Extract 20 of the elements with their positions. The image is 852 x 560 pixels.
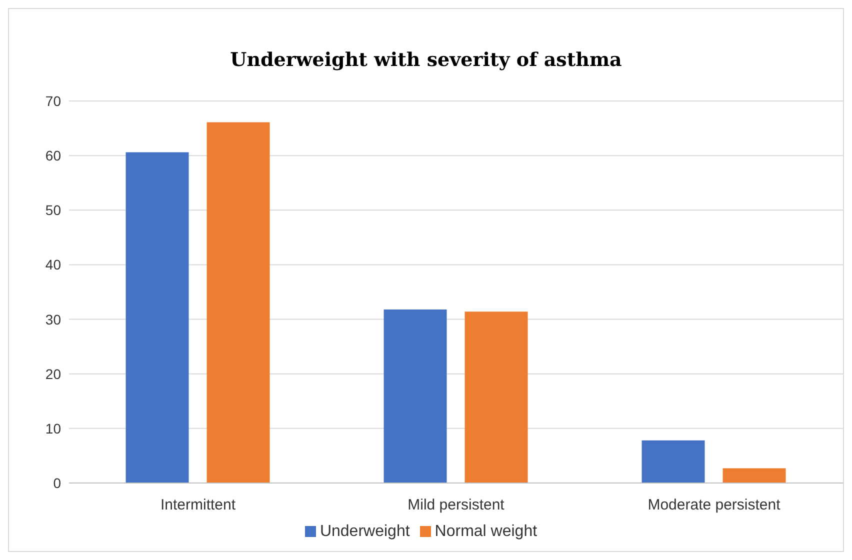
y-tick-label: 10 (45, 420, 62, 436)
bar (642, 440, 705, 483)
y-tick-label: 70 (45, 92, 62, 109)
bar (384, 309, 447, 483)
legend-label: Normal weight (434, 523, 538, 540)
y-tick-label: 50 (45, 202, 62, 218)
x-tick-label: Mild persistent (408, 496, 506, 514)
legend-label: Underweight (320, 523, 410, 540)
bar (206, 122, 270, 483)
bar (464, 312, 528, 483)
x-tick-label: Moderate persistent (648, 496, 782, 514)
y-tick-label: 30 (45, 311, 62, 328)
y-tick-label: 40 (45, 256, 62, 273)
y-tick-label: 60 (45, 148, 62, 164)
chart-title: Underweight with severity of asthma (229, 49, 623, 71)
x-tick-label: Intermittent (160, 496, 236, 514)
y-tick-label: 20 (45, 366, 62, 382)
y-tick-label: 0 (53, 474, 62, 491)
bar (126, 152, 189, 483)
bar (722, 468, 786, 483)
